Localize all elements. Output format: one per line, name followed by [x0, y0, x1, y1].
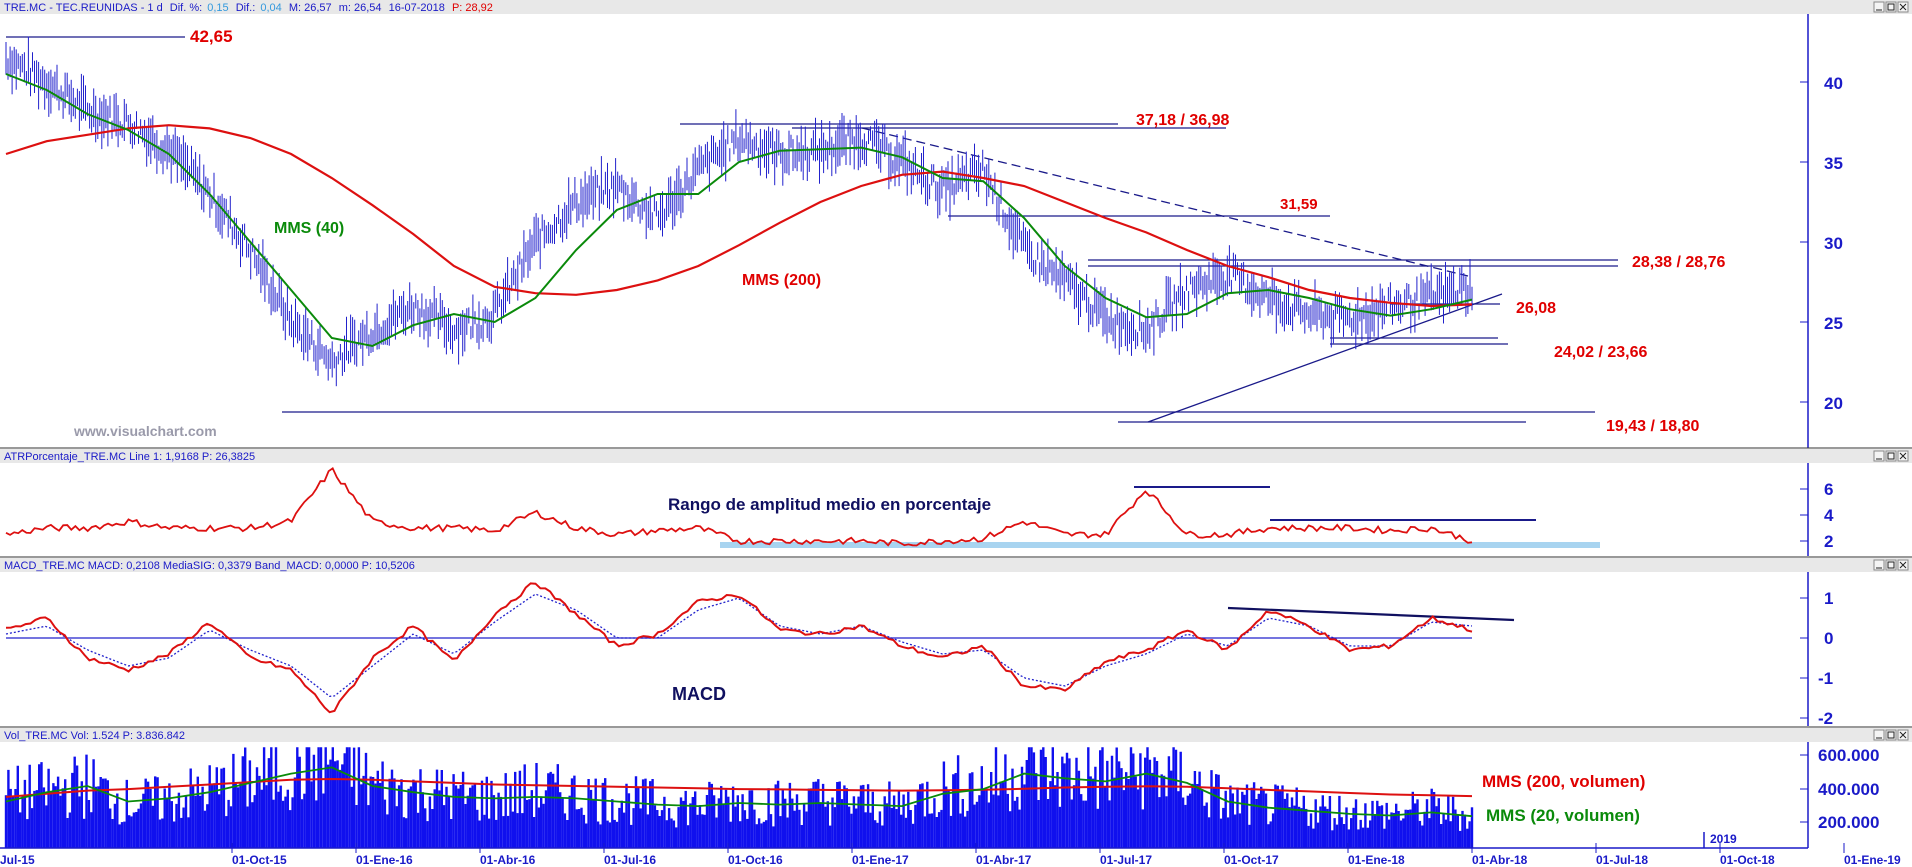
- vol-mms20-label: MMS (20, volumen): [1486, 806, 1640, 825]
- svg-text:TRE.MC - TEC.REUNIDAS - 1 d: TRE.MC - TEC.REUNIDAS - 1 d Dif. %: 0,15…: [4, 2, 493, 14]
- price-header-p: P: 28,92: [452, 2, 493, 14]
- date-tick-label: 01-Abr-18: [1472, 853, 1528, 867]
- price-y-tick: 30: [1824, 234, 1843, 253]
- volume-header: Vol_TRE.MC Vol: 1.524 P: 3.836.842: [4, 730, 185, 742]
- atr-y-axis: 6 4 2: [1800, 480, 1834, 551]
- level-label-26-08: 26,08: [1516, 300, 1556, 317]
- macd-window-controls[interactable]: [1873, 559, 1909, 571]
- volume-bars: [4, 747, 1474, 848]
- date-tick-label: 01-Oct-18: [1720, 853, 1775, 867]
- vol-mms20-line: [5, 766, 1473, 818]
- atr-line: [5, 466, 1473, 547]
- price-header-difpct-value: 0,15: [207, 2, 228, 14]
- macd-line: [5, 582, 1473, 714]
- macd-header: MACD_TRE.MC MACD: 0,2108 MediaSIG: 0,337…: [4, 560, 415, 572]
- minimize-icon[interactable]: [1873, 1, 1885, 13]
- date-tick-label: 01-Jul-16: [604, 853, 656, 867]
- minimize-icon[interactable]: [1873, 559, 1885, 571]
- date-tick-label: Jul-15: [0, 853, 35, 867]
- restore-icon[interactable]: [1885, 559, 1897, 571]
- macd-y-tick: -1: [1818, 669, 1833, 688]
- date-axis: Jul-15 01-Oct-15 01-Ene-16 01-Abr-16 01-Jul-…: [0, 832, 1901, 867]
- mms40-label: MMS (40): [274, 220, 344, 237]
- macd-title: MACD: [672, 684, 726, 704]
- volume-y-tick: 200.000: [1818, 813, 1879, 832]
- watermark: www.visualchart.com: [73, 423, 217, 439]
- macd-header-bar: [0, 558, 1912, 572]
- atr-low-band: [720, 542, 1600, 548]
- mms200-label: MMS (200): [742, 272, 821, 289]
- level-label-24: 24,02 / 23,66: [1554, 344, 1648, 361]
- macd-y-axis: 1 0 -1 -2: [1800, 589, 1833, 728]
- price-header-difpct-label: Dif. %:: [170, 2, 202, 14]
- volume-y-axis: 600.000 400.000 200.000: [1800, 746, 1879, 832]
- level-label-37: 37,18 / 36,98: [1136, 112, 1230, 129]
- price-window-controls[interactable]: [1873, 1, 1909, 13]
- date-tick-label: 01-Ene-19: [1844, 853, 1901, 867]
- level-label-28: 28,38 / 28,76: [1632, 254, 1726, 271]
- macd-signal-line: [5, 593, 1473, 697]
- vol-mms200-label: MMS (200, volumen): [1482, 772, 1645, 791]
- volume-window-controls[interactable]: [1873, 729, 1909, 741]
- date-tick-label: 01-Ene-16: [356, 853, 413, 867]
- price-header-dif-value: 0,04: [260, 2, 281, 14]
- date-tick-label: 01-Jul-18: [1596, 853, 1648, 867]
- date-tick-label: 01-Ene-17: [852, 853, 909, 867]
- macd-trend-line: [1227, 606, 1515, 622]
- date-tick-label: 01-Oct-16: [728, 853, 783, 867]
- atr-header-bar: [0, 449, 1912, 463]
- volume-panel: Vol_TRE.MC Vol: 1.524 P: 3.836.842 600.0…: [0, 726, 1912, 848]
- date-tick-label: 01-Abr-16: [480, 853, 536, 867]
- date-tick-label: 01-Ene-18: [1348, 853, 1405, 867]
- price-y-tick: 40: [1824, 74, 1843, 93]
- level-label-19: 19,43 / 18,80: [1606, 418, 1700, 435]
- atr-y-tick: 6: [1824, 480, 1833, 499]
- atr-y-tick: 2: [1824, 532, 1833, 551]
- downtrend-line: [861, 127, 1469, 277]
- volume-header-bar: [0, 728, 1912, 742]
- level-label-31-59: 31,59: [1280, 196, 1318, 213]
- price-y-tick: 20: [1824, 394, 1843, 413]
- volume-y-tick: 400.000: [1818, 780, 1879, 799]
- atr-y-tick: 4: [1824, 506, 1834, 525]
- price-panel: TRE.MC - TEC.REUNIDAS - 1 d Dif. %: 0,15…: [0, 0, 1912, 448]
- restore-icon[interactable]: [1885, 450, 1897, 462]
- price-header-max: M: 26,57: [289, 2, 332, 14]
- price-bars: [5, 36, 1473, 387]
- price-y-tick: 25: [1824, 314, 1843, 333]
- macd-y-tick: -2: [1818, 709, 1833, 728]
- volume-y-tick: 600.000: [1818, 746, 1879, 765]
- price-header-min: m: 26,54: [339, 2, 382, 14]
- restore-icon[interactable]: [1885, 1, 1897, 13]
- restore-icon[interactable]: [1885, 729, 1897, 741]
- atr-title: Rango de amplitud medio en porcentaje: [668, 495, 991, 514]
- date-tick-label: 01-Jul-17: [1100, 853, 1152, 867]
- atr-header: ATRPorcentaje_TRE.MC Line 1: 1,9168 P: 2…: [4, 451, 255, 463]
- price-level-lines: [6, 36, 1618, 423]
- price-header-bar: [0, 0, 1912, 14]
- year-marker: 2019: [1710, 832, 1737, 846]
- date-tick-label: 01-Oct-15: [232, 853, 287, 867]
- atr-panel: ATRPorcentaje_TRE.MC Line 1: 1,9168 P: 2…: [0, 447, 1912, 556]
- price-header-date: 16-07-2018: [389, 2, 445, 14]
- mms200-line: [5, 124, 1473, 308]
- date-tick-label: 01-Abr-17: [976, 853, 1032, 867]
- macd-y-tick: 0: [1824, 629, 1833, 648]
- minimize-icon[interactable]: [1873, 729, 1885, 741]
- minimize-icon[interactable]: [1873, 450, 1885, 462]
- level-label-42-65: 42,65: [190, 27, 233, 46]
- price-header-dif-label: Dif.:: [236, 2, 256, 14]
- mms40-line: [5, 73, 1473, 348]
- price-y-tick: 35: [1824, 154, 1843, 173]
- date-tick-label: 01-Oct-17: [1224, 853, 1279, 867]
- atr-window-controls[interactable]: [1873, 450, 1909, 462]
- price-y-axis: 40 35 30 25 20: [1800, 74, 1843, 413]
- macd-y-tick: 1: [1824, 589, 1833, 608]
- macd-panel: MACD_TRE.MC MACD: 0,2108 MediaSIG: 0,337…: [0, 556, 1912, 728]
- price-header-symbol: TRE.MC - TEC.REUNIDAS - 1 d: [4, 2, 163, 14]
